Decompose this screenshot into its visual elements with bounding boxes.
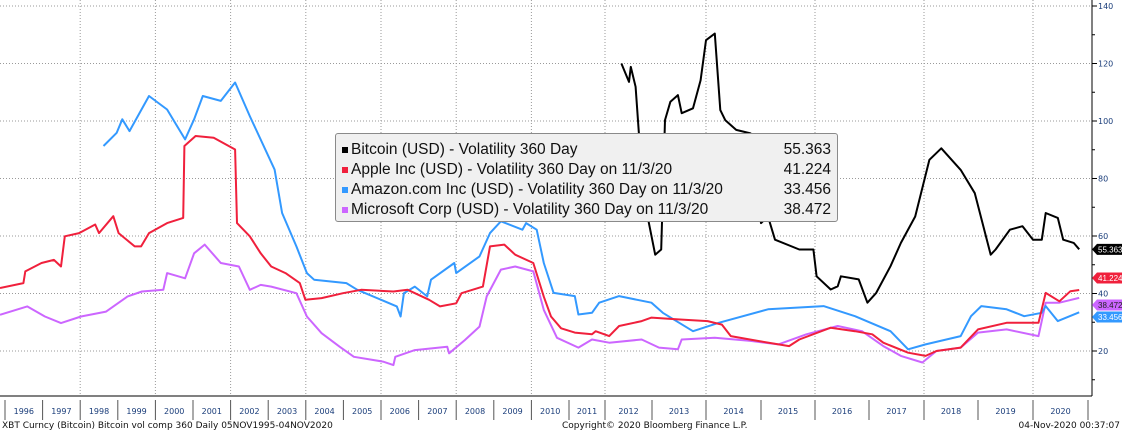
x-tick-label: 2002 (239, 407, 259, 416)
legend-swatch (342, 167, 348, 173)
x-tick-label: 2000 (164, 407, 184, 416)
x-tick-label: 2015 (778, 407, 798, 416)
x-tick-label: 1997 (51, 407, 71, 416)
x-tick-label: 1999 (126, 407, 146, 416)
x-tick-label: 2006 (390, 407, 410, 416)
x-tick-label: 2019 (995, 407, 1015, 416)
series-lines (0, 32, 1080, 367)
legend-value: 38.472 (783, 201, 831, 218)
legend-item-amazon: Amazon.com Inc (USD) - Volatility 360 Da… (342, 180, 831, 200)
x-tick-label: 2001 (202, 407, 222, 416)
footer-copyright: Copyright© 2020 Bloomberg Finance L.P. (562, 421, 748, 431)
y-tick-label: 140 (1098, 2, 1113, 11)
value-tag-label: 55.363 (1098, 245, 1122, 254)
x-tick-label: 1998 (89, 407, 109, 416)
series-line-microsoft (0, 243, 1080, 367)
y-tick-label: 60 (1098, 232, 1108, 241)
value-tag (1092, 272, 1122, 284)
footer-source: XBT Curncy (Bitcoin) Bitcoin vol comp 36… (2, 421, 333, 431)
value-tag-label: 38.472 (1098, 301, 1122, 310)
legend-value: 55.363 (783, 141, 831, 158)
legend-label: Bitcoin (USD) - Volatility 360 Day (351, 141, 578, 158)
legend-label: Microsoft Corp (USD) - Volatility 360 Da… (351, 201, 709, 218)
series-line-bitcoin (620, 32, 1080, 304)
y-axis: 20 40 60 80 100 120 140 (1091, 0, 1113, 396)
value-tag-label: 33.456 (1098, 313, 1122, 322)
series-line-apple (0, 135, 1080, 357)
x-tick-label: 1996 (14, 407, 34, 416)
value-tag-label: 41.224 (1098, 274, 1122, 283)
x-tick-label: 2018 (941, 407, 961, 416)
footer-timestamp: 04-Nov-2020 00:37:07 (1018, 421, 1120, 431)
legend-item-apple: Apple Inc (USD) - Volatility 360 Day on … (342, 160, 831, 180)
x-tick-label: 2011 (577, 407, 597, 416)
x-tick-label: 2009 (502, 407, 522, 416)
y-tick-label: 120 (1098, 60, 1113, 69)
x-tick-label: 2014 (723, 407, 743, 416)
legend-swatch (342, 187, 348, 193)
y-tick-label: 80 (1098, 175, 1108, 184)
x-tick-label: 2020 (1050, 407, 1070, 416)
x-tick-label: 2007 (427, 407, 447, 416)
legend-item-microsoft: Microsoft Corp (USD) - Volatility 360 Da… (342, 200, 831, 220)
value-tag (1092, 299, 1122, 311)
x-tick-label: 2010 (540, 407, 560, 416)
x-tick-label: 2004 (314, 407, 334, 416)
x-tick-label: 2008 (465, 407, 485, 416)
value-tag (1092, 311, 1122, 323)
x-tick-label: 2012 (618, 407, 638, 416)
y-tick-label: 100 (1098, 117, 1113, 126)
x-tick-label: 2016 (832, 407, 852, 416)
last-value-tags: 55.363 41.224 38.472 33.456 (1092, 243, 1122, 323)
legend-item-bitcoin: Bitcoin (USD) - Volatility 360 Day 55.36… (342, 140, 831, 160)
legend-value: 41.224 (783, 161, 831, 178)
x-axis: 1996 1997 1998 1999 2000 2001 2002 2003 2004 2005… (0, 395, 1092, 420)
legend-label: Apple Inc (USD) - Volatility 360 Day on … (351, 161, 673, 178)
legend: Bitcoin (USD) - Volatility 360 Day 55.36… (335, 133, 838, 222)
x-tick-label: 2005 (352, 407, 372, 416)
x-tick-label: 2003 (277, 407, 297, 416)
value-tag (1092, 243, 1122, 255)
legend-label: Amazon.com Inc (USD) - Volatility 360 Da… (351, 181, 723, 198)
legend-swatch (342, 147, 348, 153)
legend-swatch (342, 207, 348, 213)
legend-value: 33.456 (783, 181, 831, 198)
x-tick-label: 2013 (669, 407, 689, 416)
y-tick-label: 20 (1098, 347, 1108, 356)
y-tick-label: 40 (1098, 290, 1108, 299)
x-tick-label: 2017 (886, 407, 906, 416)
